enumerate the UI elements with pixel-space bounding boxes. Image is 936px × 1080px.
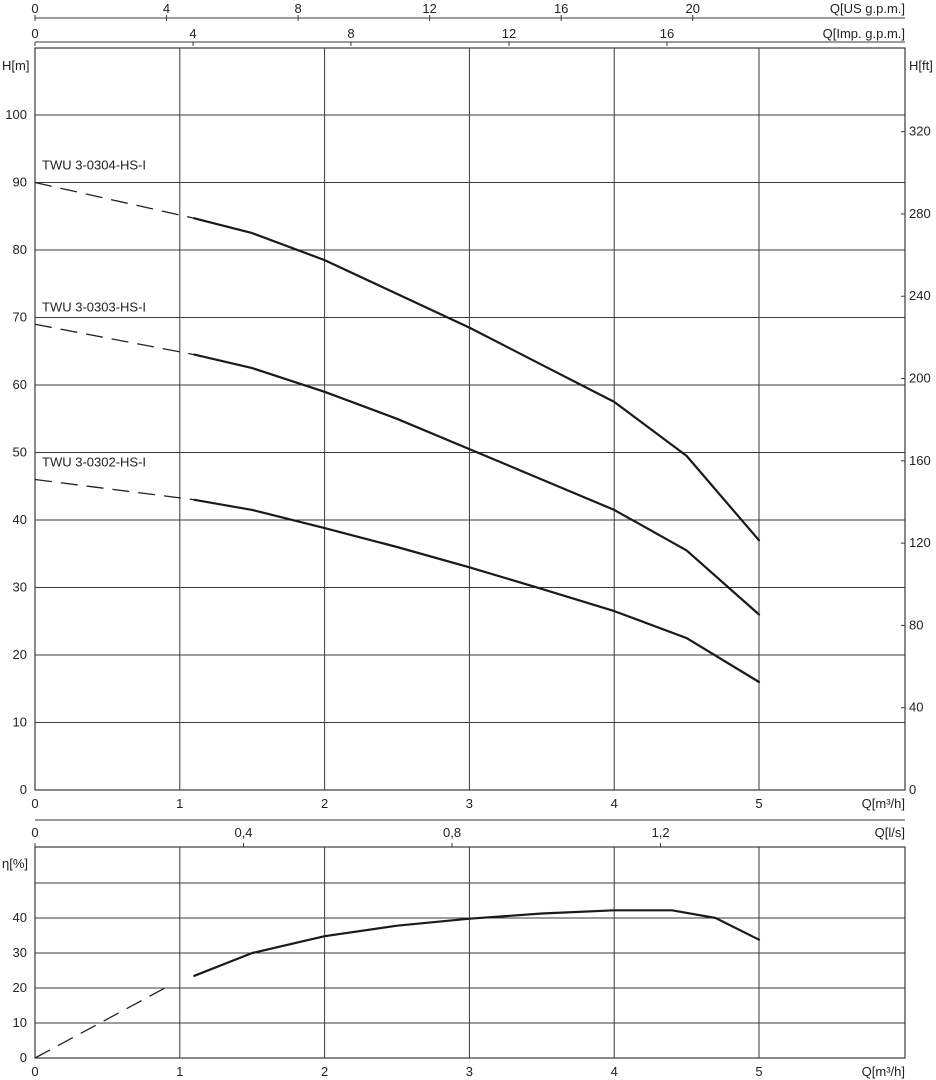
imp-gpm-tick-label: 4 xyxy=(189,26,196,41)
imp-gpm-unit-label: Q[Imp. g.p.m.] xyxy=(823,26,905,41)
head-ft-tick-label: 240 xyxy=(909,288,931,303)
us-gpm-tick-label: 0 xyxy=(31,1,38,16)
head-curve-dashed-extension xyxy=(34,323,195,356)
eff-q-tick-label: 1 xyxy=(176,1064,183,1079)
efficiency-panel: 0 0,4 0,8 1,2 Q[l/s] 0 10 20 30 40 η[%] 0 1 2 3 4 5 Q[m³/… xyxy=(2,819,906,1079)
head-curve-line xyxy=(193,217,761,542)
eff-unit-label: η[%] xyxy=(2,856,28,871)
head-curve-dashed-extension xyxy=(34,181,195,219)
head-m-tick-label: 80 xyxy=(13,242,27,257)
head-ft-tick-label: 320 xyxy=(909,124,931,139)
head-m-unit-label: H[m] xyxy=(2,58,29,73)
head-q-tick-label: 0 xyxy=(31,796,38,811)
ls-tick-label: 0,4 xyxy=(234,825,252,840)
us-gpm-tick-label: 16 xyxy=(554,1,568,16)
top-flow-axes: 0 4 8 12 16 20 Q[US g.p.m.] 0 4 8 12 16 Q[Imp. g.p.m… xyxy=(31,1,905,46)
head-curve-line xyxy=(193,353,761,616)
head-ft-tick-label: 280 xyxy=(909,206,931,221)
head-m-tick-label: 10 xyxy=(13,715,27,730)
eff-q-tick-label: 4 xyxy=(611,1064,618,1079)
head-ft-tick-label: 120 xyxy=(909,535,931,550)
eff-tick-label: 0 xyxy=(20,1050,27,1065)
imp-gpm-tick-label: 16 xyxy=(660,26,674,41)
head-q-tick-label: 2 xyxy=(321,796,328,811)
eff-q-tick-label: 0 xyxy=(31,1064,38,1079)
eff-q-unit-label: Q[m³/h] xyxy=(862,1064,905,1079)
eff-curve-line xyxy=(193,909,761,977)
head-curve-line xyxy=(193,498,761,684)
head-curve-dashed-extension xyxy=(34,478,195,501)
head-ft-tick-label: 40 xyxy=(909,700,923,715)
us-gpm-tick-label: 12 xyxy=(422,1,436,16)
head-curve-label: TWU 3-0304-HS-I xyxy=(42,158,146,173)
eff-tick-label: 40 xyxy=(13,910,27,925)
head-ft-unit-label: H[ft] xyxy=(909,58,933,73)
head-q-tick-label: 5 xyxy=(755,796,762,811)
ls-tick-label: 0 xyxy=(31,825,38,840)
head-m-tick-label: 90 xyxy=(13,175,27,190)
us-gpm-unit-label: Q[US g.p.m.] xyxy=(830,1,905,16)
head-q-unit-label: Q[m³/h] xyxy=(862,796,905,811)
us-gpm-tick-label: 8 xyxy=(294,1,301,16)
ls-unit-label: Q[l/s] xyxy=(875,825,905,840)
head-curve-label: TWU 3-0303-HS-I xyxy=(42,299,146,314)
head-ft-tick-label: 0 xyxy=(909,782,916,797)
imp-gpm-tick-label: 8 xyxy=(347,26,354,41)
head-ft-tick-label: 200 xyxy=(909,371,931,386)
ls-tick-label: 1,2 xyxy=(651,825,669,840)
head-m-tick-label: 20 xyxy=(13,647,27,662)
head-q-tick-label: 1 xyxy=(176,796,183,811)
eff-q-tick-label: 5 xyxy=(755,1064,762,1079)
head-m-tick-label: 30 xyxy=(13,580,27,595)
head-m-tick-label: 50 xyxy=(13,445,27,460)
ls-tick-label: 0,8 xyxy=(443,825,461,840)
us-gpm-tick-label: 20 xyxy=(686,1,700,16)
head-panel: 0102030405060708090100H[m]04080120160200… xyxy=(2,47,933,811)
head-q-tick-label: 3 xyxy=(466,796,473,811)
head-m-tick-label: 100 xyxy=(5,107,27,122)
us-gpm-tick-label: 4 xyxy=(163,1,170,16)
head-m-tick-label: 0 xyxy=(20,782,27,797)
head-curve-label: TWU 3-0302-HS-I xyxy=(42,455,146,470)
eff-tick-label: 10 xyxy=(13,1015,27,1030)
imp-gpm-tick-label: 12 xyxy=(502,26,516,41)
head-m-tick-label: 70 xyxy=(13,310,27,325)
head-q-tick-label: 4 xyxy=(611,796,618,811)
head-m-tick-label: 60 xyxy=(13,377,27,392)
eff-tick-label: 30 xyxy=(13,945,27,960)
eff-q-tick-label: 2 xyxy=(321,1064,328,1079)
eff-curve-dashed-extension xyxy=(34,985,169,1059)
eff-tick-label: 20 xyxy=(13,980,27,995)
head-m-tick-label: 40 xyxy=(13,512,27,527)
imp-gpm-tick-label: 0 xyxy=(31,26,38,41)
eff-q-tick-label: 3 xyxy=(466,1064,473,1079)
head-plot-frame xyxy=(34,47,906,791)
head-ft-tick-label: 160 xyxy=(909,453,931,468)
head-ft-tick-label: 80 xyxy=(909,617,923,632)
